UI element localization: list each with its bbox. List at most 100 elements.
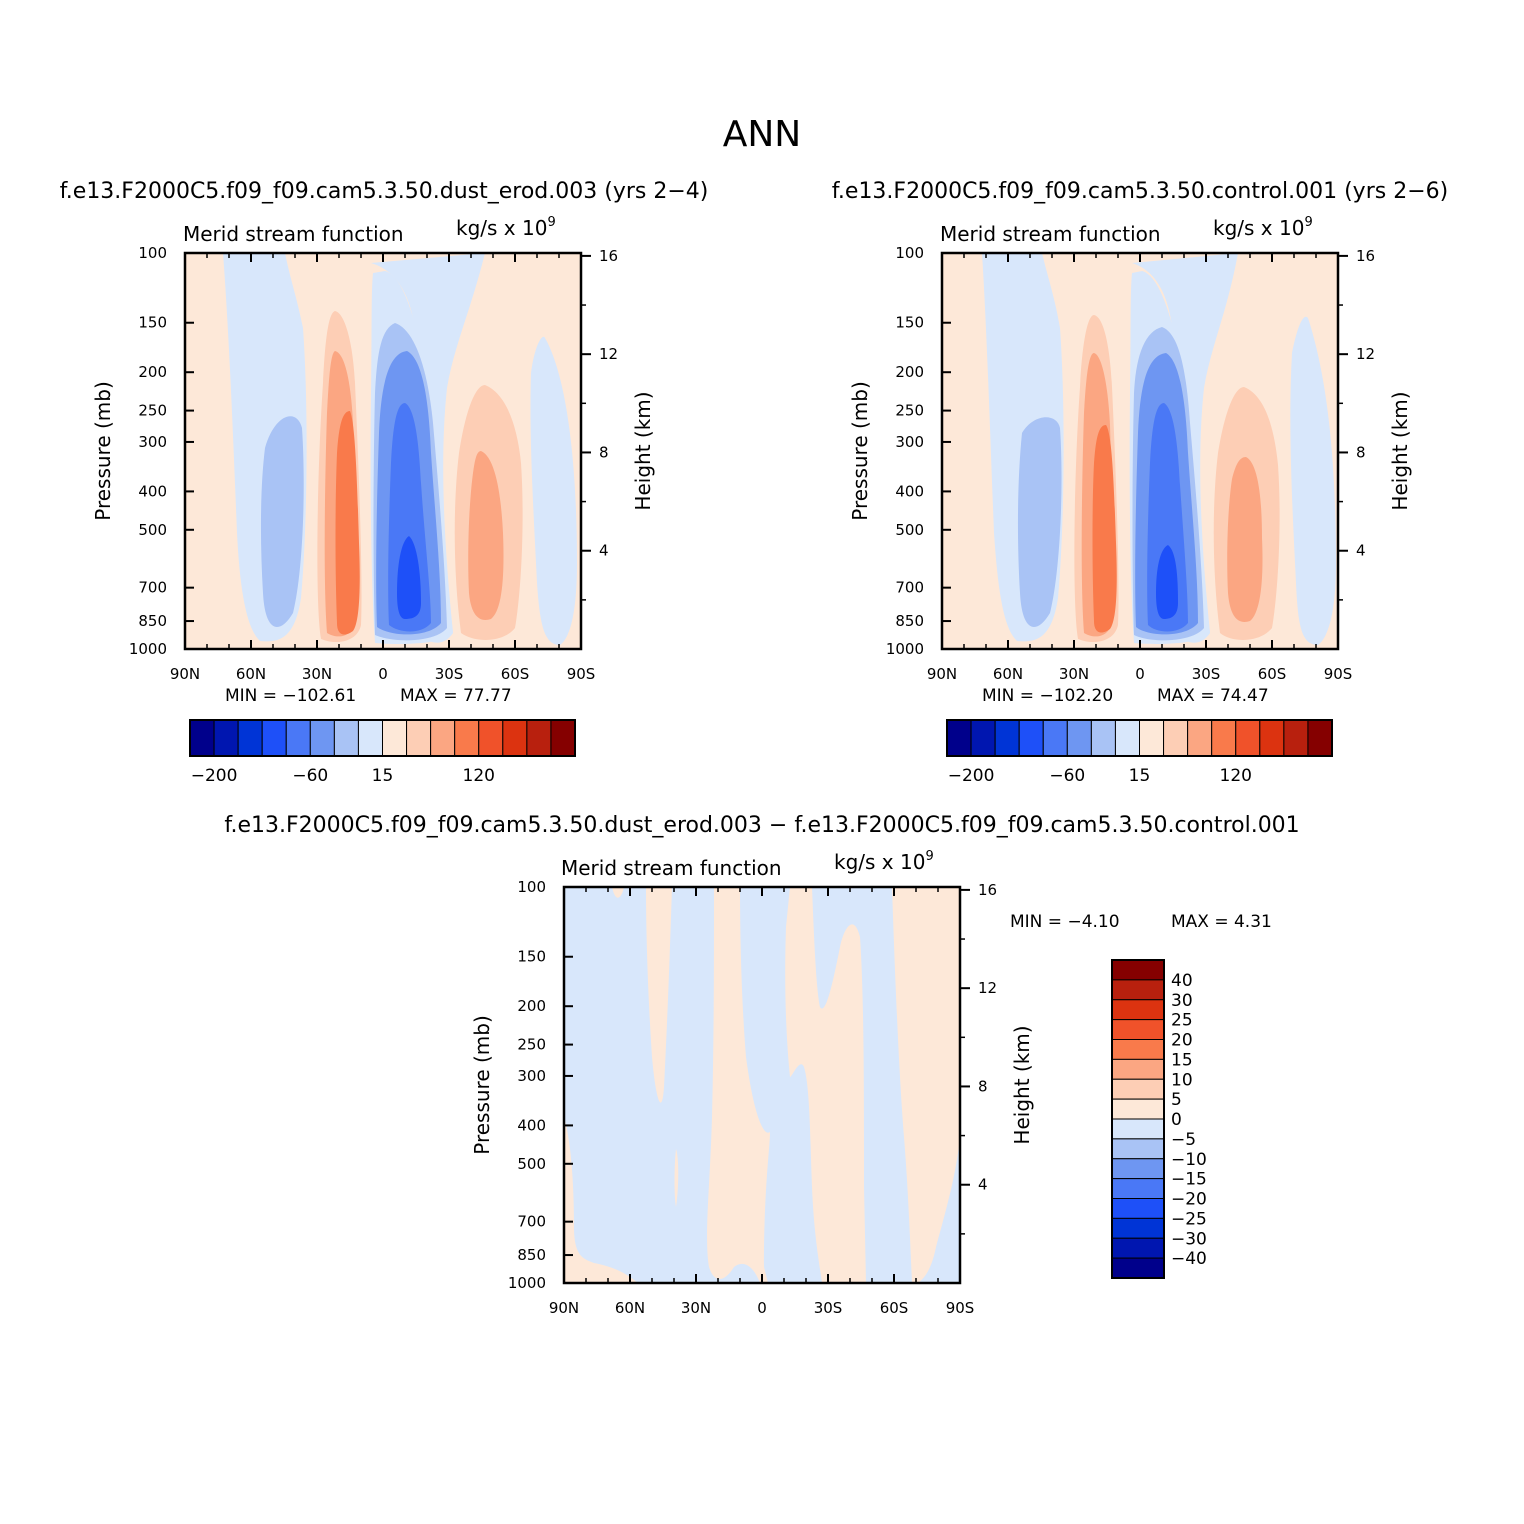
colorbar-label: 15: [372, 766, 394, 786]
x-tick-label: 90N: [927, 665, 957, 683]
y-tick-label: 100: [138, 244, 167, 262]
colorbar-box: [1235, 719, 1261, 757]
x-tick-label: 60S: [880, 1299, 909, 1317]
contour-level: [530, 336, 577, 645]
axes: 90N 60N 30N 0 30S 60S 90S 100 150 200 250 300 400 500…: [129, 244, 618, 683]
colorbar-box: [1111, 959, 1165, 981]
y-tick-label: 300: [895, 433, 924, 451]
colorbar-box: [1111, 1078, 1165, 1100]
contour-level: [707, 887, 770, 1283]
colorbar-box: [550, 719, 576, 757]
colorbar-label: 5: [1171, 1090, 1182, 1110]
y-axis-label: Pressure (mb): [848, 381, 872, 521]
colorbar-label: 120: [463, 766, 495, 786]
y-right-tick-label: 16: [978, 881, 997, 899]
y-tick-label: 200: [138, 363, 167, 381]
variable-label: Merid stream function: [561, 856, 782, 880]
colorbar-box: [406, 719, 432, 757]
y-tick-label: 850: [895, 612, 924, 630]
colorbar-box: [1111, 979, 1165, 1001]
panel-dust-erod: f.e13.F2000C5.f09_f09.cam5.3.50.dust_ero…: [60, 179, 709, 786]
x-tick-label: 60N: [236, 665, 266, 683]
colorbar-box: [357, 719, 383, 757]
x-tick-label: 90S: [946, 1299, 975, 1317]
colorbar-label: 120: [1220, 766, 1252, 786]
contour-level: [1290, 316, 1336, 645]
colorbar-box: [1018, 719, 1044, 757]
axes: 90N 60N 30N 0 30S 60S 90S 100 150 200 250 300 400 500…: [508, 878, 997, 1317]
colorbar-box: [333, 719, 359, 757]
y-tick-label: 1000: [129, 640, 167, 658]
colorbar-label: 10: [1171, 1070, 1193, 1090]
x-tick-label: 30N: [1059, 665, 1089, 683]
y-tick-label: 850: [517, 1246, 546, 1264]
colorbar-box: [1111, 1237, 1165, 1259]
units-label: kg/s x 109: [456, 215, 556, 240]
y-tick-label: 250: [138, 402, 167, 420]
colorbar-frame: [946, 719, 1333, 757]
contour-level: [674, 1149, 679, 1207]
y-tick-label: 300: [517, 1067, 546, 1085]
colorbar: −200 −60 15 120: [189, 719, 576, 786]
y-tick-label: 100: [517, 878, 546, 896]
contour-level: [335, 411, 360, 635]
colorbar-box: [478, 719, 504, 757]
colorbar-label: 25: [1171, 1011, 1193, 1031]
contour-field: [185, 253, 581, 649]
colorbar-box: [1111, 1158, 1165, 1180]
contour-level: [1092, 425, 1117, 633]
colorbar-label: 40: [1171, 971, 1193, 991]
min-label: MIN = −4.10: [1010, 912, 1120, 932]
colorbar-label: −200: [191, 766, 238, 786]
panel-title: f.e13.F2000C5.f09_f09.cam5.3.50.control.…: [832, 179, 1448, 204]
max-label: MAX = 77.77: [400, 686, 512, 706]
contour-level: [1227, 457, 1263, 622]
y-tick-label: 1000: [508, 1274, 546, 1292]
colorbar: −200 −60 15 120: [946, 719, 1333, 786]
contour-level: [468, 451, 504, 620]
variable-label: Merid stream function: [183, 222, 404, 246]
colorbar-box: [970, 719, 996, 757]
max-label: MAX = 4.31: [1171, 912, 1272, 932]
y-axis-label: Pressure (mb): [91, 381, 115, 521]
x-tick-label: 90N: [170, 665, 200, 683]
contour-level: [564, 1117, 638, 1283]
x-tick-label: 30S: [814, 1299, 843, 1317]
max-label: MAX = 74.47: [1157, 686, 1269, 706]
colorbar-label: −60: [1049, 766, 1085, 786]
x-tick-label: 60N: [615, 1299, 645, 1317]
colorbar-label: −20: [1171, 1190, 1207, 1210]
colorbar-box: [1042, 719, 1068, 757]
colorbar-box: [1066, 719, 1092, 757]
x-tick-label: 0: [378, 665, 388, 683]
colorbar-label: 15: [1129, 766, 1151, 786]
colorbar-box: [213, 719, 239, 757]
y-tick-label: 150: [517, 948, 546, 966]
colorbar-box: [261, 719, 287, 757]
colorbar-box: [1111, 1178, 1165, 1199]
x-tick-label: 60N: [993, 665, 1023, 683]
x-tick-label: 90N: [549, 1299, 579, 1317]
y-axis-right-label: Height (km): [631, 391, 655, 510]
x-tick-label: 90S: [1324, 665, 1353, 683]
colorbar-box: [994, 719, 1020, 757]
colorbar-box: [285, 719, 311, 757]
y-right-tick-label: 16: [599, 247, 618, 265]
contour-level: [1156, 545, 1178, 619]
y-right-tick-label: 4: [1356, 542, 1366, 560]
colorbar-box: [1111, 1217, 1165, 1239]
colorbar-box: [309, 719, 335, 757]
y-tick-label: 400: [138, 482, 167, 500]
y-tick-label: 500: [517, 1155, 546, 1173]
colorbar-box: [454, 719, 480, 757]
colorbar-box: [1111, 1257, 1165, 1279]
colorbar-box: [1114, 719, 1140, 757]
y-tick-label: 1000: [886, 640, 924, 658]
y-tick-label: 100: [895, 244, 924, 262]
contour-level: [397, 536, 421, 619]
colorbar-box: [1307, 719, 1333, 757]
colorbar-box: [1111, 1118, 1165, 1140]
contour-level: [612, 887, 624, 898]
y-right-tick-label: 16: [1356, 247, 1375, 265]
y-tick-label: 700: [138, 579, 167, 597]
